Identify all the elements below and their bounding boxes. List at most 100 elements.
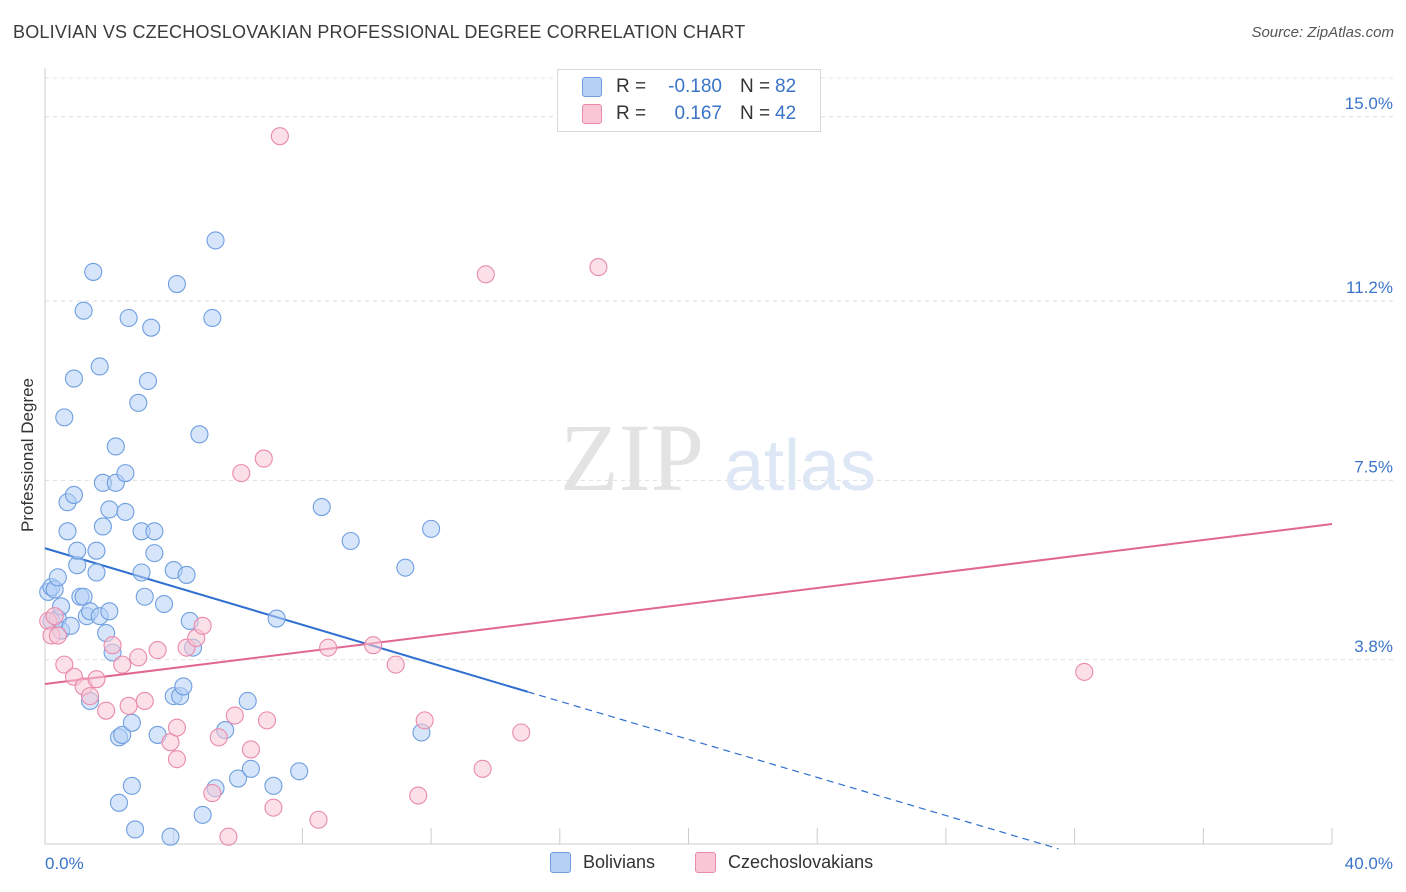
r-value: -0.180: [668, 76, 722, 97]
x-tick-label: 40.0%: [1345, 854, 1393, 873]
bolivian-point: [64, 485, 84, 504]
bolivian-point: [264, 776, 283, 795]
y-tick-label: 15.0%: [1345, 94, 1393, 113]
legend-label: Bolivians: [583, 852, 656, 872]
bolivian-point: [100, 602, 119, 621]
n-value: 42: [775, 103, 797, 124]
bolivian-point: [142, 318, 161, 337]
czechoslovakian-point: [203, 784, 222, 803]
bolivian-point: [116, 502, 135, 521]
bolivian-point: [93, 517, 112, 536]
czechoslovakian-point: [1075, 662, 1094, 681]
bolivian-point: [312, 498, 331, 517]
czechoslovakian-point: [113, 655, 132, 674]
bolivian-point: [174, 677, 193, 696]
bolivian-point: [64, 369, 84, 388]
bolivians-swatch: [582, 77, 602, 97]
czechoslovakians-trend-line: [44, 523, 1333, 686]
bolivian-point: [122, 713, 141, 732]
bolivian-point: [84, 262, 103, 281]
czechoslovakian-point: [48, 626, 67, 645]
r-label: R =: [616, 103, 647, 124]
bolivian-point: [129, 393, 148, 412]
bolivian-point: [132, 563, 151, 582]
bolivian-point: [100, 500, 119, 519]
czechoslovakian-point: [167, 750, 186, 769]
bolivian-point: [87, 563, 106, 582]
czechoslovakian-point: [80, 687, 100, 706]
czechoslovakian-point: [219, 827, 238, 846]
bolivians-trend-extension: [527, 691, 1059, 850]
bolivian-point: [145, 544, 164, 563]
czechoslovakian-point: [232, 464, 251, 483]
y-tick-label: 7.5%: [1354, 457, 1393, 476]
n-label: N =: [740, 103, 771, 124]
series-legend: Bolivians Czechoslovakians: [550, 852, 913, 873]
czechoslovakian-point: [148, 641, 167, 660]
bolivian-point: [106, 437, 125, 456]
bolivian-point: [116, 464, 135, 483]
czechoslovakian-point: [209, 728, 228, 747]
legend-label: Czechoslovakians: [728, 852, 874, 872]
axes: [44, 68, 1333, 845]
bolivian-point: [87, 541, 106, 560]
bolivian-point: [238, 691, 257, 711]
n-label: N =: [740, 76, 771, 97]
czechoslovakian-point: [386, 655, 405, 674]
czechoslovakian-point: [415, 711, 434, 730]
bolivian-point: [422, 519, 441, 538]
czechoslovakian-point: [45, 607, 64, 626]
bolivian-point: [341, 531, 360, 551]
stats-row-czechoslovakians: R = 0.167 N = 42: [582, 101, 796, 127]
czechoslovakians-swatch: [582, 104, 602, 124]
bolivian-point: [135, 587, 154, 606]
czechoslovakian-point: [119, 696, 138, 715]
y-tick-label: 11.2%: [1346, 278, 1393, 297]
bolivian-point: [48, 568, 67, 587]
czechoslovakian-point: [97, 701, 116, 720]
bolivian-point: [58, 522, 77, 541]
czechoslovakian-point: [129, 648, 148, 667]
czechoslovakian-point: [225, 706, 244, 725]
czechoslovakian-point: [87, 670, 106, 689]
czechoslovakian-point: [264, 798, 283, 817]
bolivian-point: [190, 425, 209, 444]
tick-labels: 3.8% 7.5% 11.2% 15.0% 0.0% 40.0%: [45, 94, 1393, 873]
bolivian-point: [109, 793, 129, 812]
y-tick-label: 3.8%: [1354, 637, 1393, 656]
czechoslovakian-point: [167, 718, 186, 737]
czechoslovakian-point: [364, 636, 383, 655]
bolivians-legend-swatch: [550, 852, 571, 873]
bolivian-point: [126, 820, 145, 839]
trend-lines: [44, 523, 1333, 850]
czechoslovakian-point: [270, 127, 289, 146]
watermark-atlas: atlas: [724, 426, 876, 506]
czechoslovakian-point: [309, 810, 328, 829]
watermark-zip: ZIP: [560, 404, 704, 511]
czechoslovakian-point: [319, 638, 338, 657]
bolivian-point: [74, 301, 93, 320]
bolivian-point: [61, 616, 80, 635]
gridlines: [45, 77, 1395, 661]
bolivian-point: [55, 408, 74, 427]
r-label: R =: [616, 76, 647, 97]
bolivian-point: [203, 308, 222, 328]
data-points: [39, 127, 1094, 846]
czechoslovakian-point: [589, 258, 608, 277]
stats-row-bolivians: R = -0.180 N = 82: [582, 74, 796, 100]
czechoslovakian-point: [135, 691, 154, 711]
czechoslovakian-point: [257, 711, 277, 730]
bolivian-point: [138, 371, 158, 391]
czechoslovakian-point: [103, 636, 122, 655]
legend-item-czechoslovakians[interactable]: Czechoslovakians: [695, 852, 873, 873]
legend-item-bolivians[interactable]: Bolivians: [550, 852, 655, 873]
bolivian-point: [119, 308, 138, 328]
bolivian-point: [241, 759, 260, 778]
czechoslovakian-point: [254, 449, 273, 468]
bolivian-point: [396, 558, 415, 577]
stats-legend: R = -0.180 N = 82 R = 0.167 N = 42: [557, 69, 821, 132]
bolivian-point: [267, 609, 286, 628]
chart-title: BOLIVIAN VS CZECHOSLOVAKIAN PROFESSIONAL…: [13, 22, 746, 42]
n-value: 82: [775, 76, 797, 97]
